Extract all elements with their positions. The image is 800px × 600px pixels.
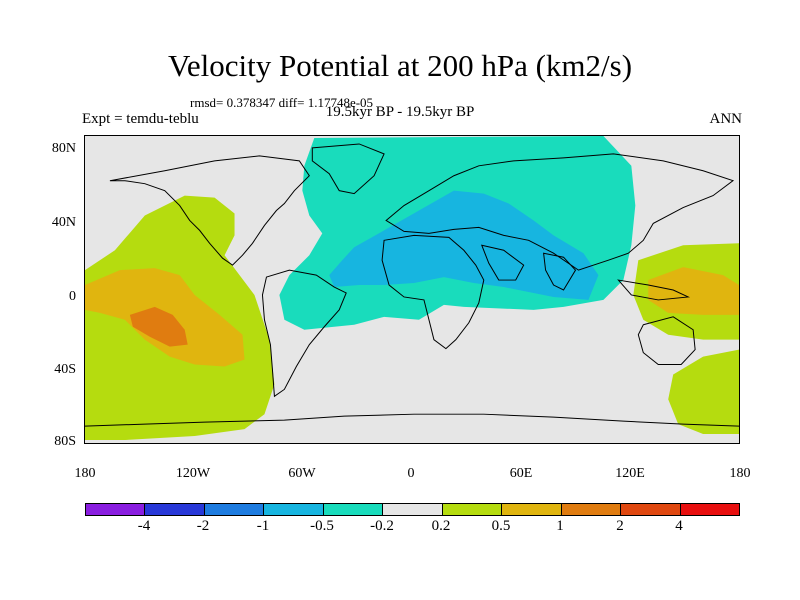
- colorbar-segment: [204, 504, 265, 515]
- coast-indonesia: [617, 279, 691, 301]
- colorbar-label: 4: [675, 518, 683, 534]
- colorbar-label: -0.2: [370, 518, 394, 534]
- colorbar-segment: [323, 504, 384, 515]
- colorbar-label: -0.5: [310, 518, 334, 534]
- coast-india: [543, 252, 577, 291]
- colorbar-label: 2: [616, 518, 624, 534]
- colorbar-label: 0.5: [491, 518, 511, 534]
- stats-line: rmsd= 0.378347 diff= 1.17748e-05: [190, 95, 374, 110]
- experiment-label: Expt = temdu-teblu: [82, 111, 199, 127]
- lat-label: 40S: [54, 362, 76, 377]
- coast-arabia: [480, 244, 525, 281]
- lon-label: 180: [729, 466, 751, 481]
- lon-label: 60E: [509, 466, 533, 481]
- colorbar-label: 1: [556, 518, 564, 534]
- coast-australia: [637, 316, 696, 366]
- colorbar-segment: [561, 504, 622, 515]
- lat-label: 40N: [51, 215, 76, 230]
- period-label: 19.5kyr BP - 19.5kyr BP: [325, 104, 475, 120]
- coast-south-america: [261, 269, 347, 398]
- lat-label: 0: [69, 289, 76, 304]
- colorbar-segment: [145, 504, 205, 515]
- lon-label: 120W: [175, 466, 211, 481]
- continent-outlines: [85, 143, 739, 427]
- lon-label: 120E: [615, 466, 645, 481]
- lat-label: 80S: [54, 434, 76, 449]
- coast-greenland: [311, 143, 385, 195]
- coast-africa: [381, 234, 485, 350]
- lon-label: 60W: [288, 466, 316, 481]
- coast-north-america: [109, 155, 310, 266]
- colorbar-label: -4: [137, 518, 151, 534]
- colorbar-segment: [621, 504, 681, 515]
- coast-antarctica: [85, 413, 739, 427]
- colorbar-segment: [264, 504, 324, 515]
- lat-label: 80N: [51, 141, 76, 156]
- colorbar-label: -2: [196, 518, 210, 534]
- colorbar: [85, 503, 740, 516]
- contour-neg-mid-africa: [329, 190, 599, 300]
- colorbar-segment: [86, 504, 146, 515]
- colorbar-label: -1: [256, 518, 270, 534]
- lon-label: 0: [407, 466, 415, 481]
- map-title: Velocity Potential at 200 hPa (km2/s): [167, 48, 633, 83]
- colorbar-segment: [502, 504, 562, 515]
- colorbar-segment: [680, 504, 739, 515]
- lon-label: 180: [74, 466, 96, 481]
- contour-pos-strong-pacific: [129, 306, 188, 347]
- colorbar-segment: [383, 504, 443, 515]
- contour-pos-light-spacific: [668, 349, 739, 435]
- season-label: ANN: [709, 111, 743, 127]
- velocity-potential-map: [84, 135, 740, 444]
- colorbar-segment: [442, 504, 503, 515]
- colorbar-label: 0.2: [431, 518, 451, 534]
- contour-pos-mid-wpacific: [648, 267, 739, 315]
- coast-europe-asia: [385, 153, 735, 271]
